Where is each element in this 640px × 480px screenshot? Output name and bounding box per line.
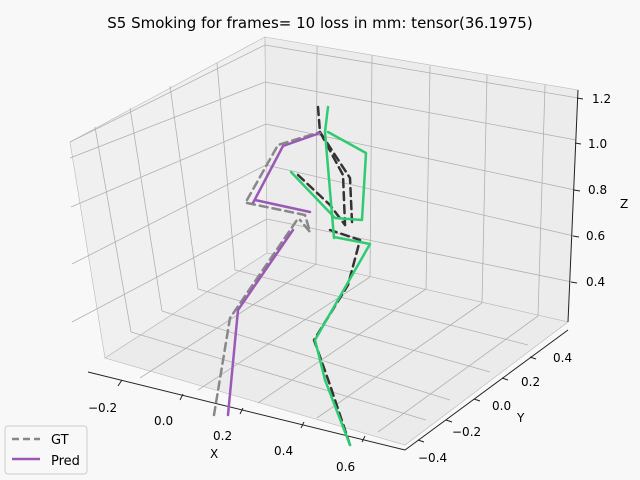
tick-marks: [117, 97, 584, 443]
axis-lines: [87, 89, 579, 451]
pred-left-leg: [226, 228, 295, 417]
y-tick-label: 0.4: [553, 351, 572, 365]
y-tick-label: 0.2: [521, 375, 540, 389]
gt-left-leg: [212, 218, 299, 417]
gt-right-shoulder: [318, 130, 354, 224]
y-tick-label: −0.2: [452, 425, 481, 439]
x-tick-label: 0.6: [336, 460, 355, 474]
pred-spine: [323, 105, 336, 240]
pred-left-arm: [253, 198, 312, 214]
series-pred: [226, 105, 372, 447]
y-axis-label: Y: [516, 411, 525, 425]
grid-lines: [69, 44, 579, 433]
x-tick-label: 0.2: [213, 429, 232, 443]
pred-right-arm: [289, 130, 368, 222]
legend-gt-label: GT: [51, 433, 69, 448]
legend: GT Pred: [4, 425, 88, 475]
y-tick-labels: −0.4 −0.2 0.0 0.2 0.4: [418, 351, 572, 465]
z-tick-label: 0.4: [586, 275, 605, 289]
y-tick-label: 0.0: [492, 399, 511, 413]
pred-right-leg: [313, 235, 372, 447]
y-axis-line: [404, 329, 569, 451]
x-tick-labels: −0.2 0.0 0.2 0.4 0.6: [88, 401, 355, 474]
z-tick-labels: 0.4 0.6 0.8 1.0 1.2: [586, 92, 611, 289]
x-tick-label: 0.0: [154, 414, 173, 428]
x-tick-label: 0.4: [274, 444, 293, 458]
z-axis-line: [567, 89, 579, 323]
x-axis-line: [87, 371, 406, 451]
z-tick-label: 1.2: [592, 92, 611, 106]
chart-title: S5 Smoking for frames= 10 loss in mm: te…: [107, 14, 532, 32]
gt-left-shoulder: [245, 130, 322, 202]
legend-pred-label: Pred: [51, 454, 80, 469]
gt-left-arm: [245, 201, 312, 234]
x-axis-label: X: [210, 447, 218, 461]
z-tick-label: 1.0: [588, 137, 607, 151]
z-tick-label: 0.6: [586, 229, 605, 243]
x-tick-label: −0.2: [88, 401, 117, 415]
axes-panes: [69, 36, 579, 446]
gt-spine: [316, 105, 347, 227]
z-axis-label: Z: [620, 197, 628, 211]
z-tick-label: 0.8: [588, 183, 607, 197]
pred-left-shoulder: [251, 131, 322, 205]
y-tick-label: −0.4: [418, 451, 447, 465]
